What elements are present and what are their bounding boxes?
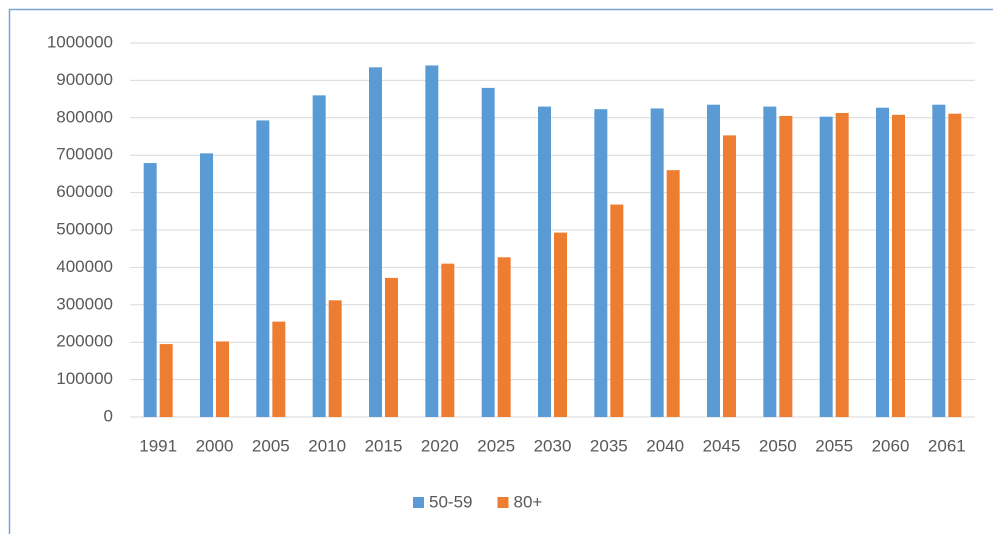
y-tick-label: 900000: [56, 70, 113, 89]
y-tick-label: 100000: [56, 369, 113, 388]
bar: [385, 277, 398, 417]
bar: [216, 341, 229, 417]
legend-swatch: [413, 497, 424, 508]
bar: [876, 107, 889, 418]
legend-label: 80+: [513, 492, 542, 511]
bar: [763, 106, 777, 417]
x-tick-label: 2060: [872, 436, 910, 455]
x-tick-label: 2020: [421, 436, 459, 455]
bar: [369, 67, 382, 417]
bar: [328, 300, 342, 417]
bar: [610, 204, 624, 417]
x-tick-label: 2061: [928, 436, 966, 455]
y-tick-label: 800000: [56, 107, 113, 126]
bar: [425, 65, 439, 417]
x-tick-label: 2025: [477, 436, 515, 455]
bar: [835, 112, 849, 418]
x-tick-label: 2000: [196, 436, 234, 455]
bar: [497, 257, 511, 417]
bar: [143, 163, 157, 417]
bar: [272, 321, 286, 417]
chart-frame: [8, 8, 993, 534]
x-tick-label: 2035: [590, 436, 628, 455]
bar: [481, 87, 495, 417]
x-tick-label: 2015: [365, 436, 403, 455]
y-tick-label: 700000: [56, 145, 113, 164]
bar: [538, 106, 551, 417]
y-tick-label: 500000: [56, 219, 113, 238]
x-tick-label: 2010: [308, 436, 346, 455]
bar: [441, 263, 455, 417]
y-tick-label: 400000: [56, 257, 113, 276]
x-tick-label: 2045: [703, 436, 741, 455]
y-tick-label: 200000: [56, 332, 113, 351]
y-tick-label: 1000000: [47, 32, 113, 51]
x-tick-label: 2040: [646, 436, 684, 455]
bar: [707, 104, 720, 418]
bar: [779, 115, 793, 418]
y-tick-label: 300000: [56, 294, 113, 313]
bar: [666, 170, 680, 417]
bar: [932, 104, 946, 418]
bar: [554, 232, 567, 417]
legend-swatch: [497, 497, 509, 508]
bar: [312, 95, 326, 418]
bar: [650, 108, 664, 417]
y-tick-label: 600000: [56, 182, 113, 201]
x-tick-label: 2055: [815, 436, 853, 455]
bar: [819, 116, 833, 417]
y-tick-label: 0: [104, 406, 113, 425]
x-tick-label: 2030: [534, 436, 572, 455]
bar: [594, 109, 608, 417]
legend-label: 50-59: [429, 492, 472, 511]
bar: [948, 113, 962, 417]
x-tick-label: 2050: [759, 436, 797, 455]
x-tick-label: 2005: [252, 436, 290, 455]
bar: [200, 153, 213, 417]
bar: [723, 135, 736, 418]
x-tick-label: 1991: [139, 436, 177, 455]
bar: [892, 114, 905, 418]
bar: [256, 120, 270, 417]
bar: [159, 344, 173, 417]
